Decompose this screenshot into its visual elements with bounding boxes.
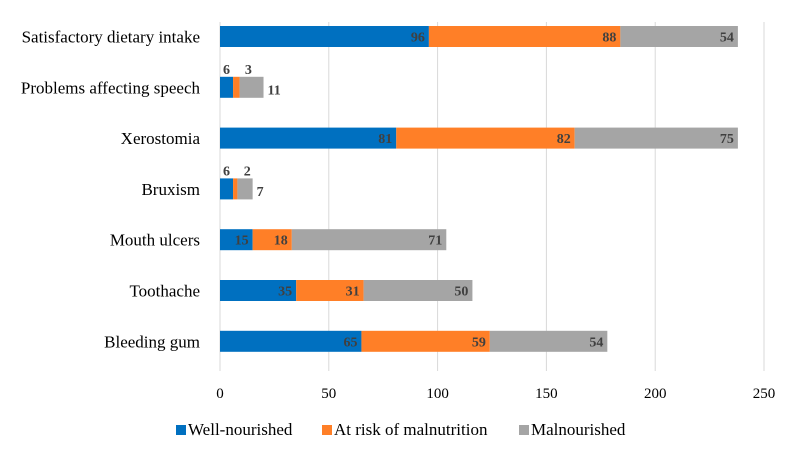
data-label: 50 — [454, 285, 468, 300]
category-label: Satisfactory dietary intake — [22, 28, 200, 47]
bar-segment — [361, 330, 490, 352]
x-tick-label: 100 — [426, 386, 449, 402]
data-label: 11 — [268, 83, 281, 98]
bars — [220, 26, 738, 352]
data-label: 2 — [244, 164, 251, 179]
gridlines — [219, 22, 765, 371]
legend-label: Well-nourished — [188, 420, 293, 439]
x-tick-label: 150 — [535, 386, 558, 402]
data-label: 3 — [245, 63, 252, 78]
category-label: Xerostomia — [121, 129, 201, 148]
data-label: 71 — [428, 234, 442, 249]
bar-segment — [233, 178, 238, 200]
data-label: 59 — [472, 335, 486, 350]
data-label: 81 — [378, 132, 392, 147]
x-tick-label: 0 — [216, 386, 224, 402]
legend-label: Malnourished — [531, 420, 626, 439]
bar-segment — [252, 229, 292, 251]
category-label: Bruxism — [141, 180, 200, 199]
data-label: 18 — [274, 234, 288, 249]
legend-swatch — [322, 425, 332, 435]
legend-swatch — [176, 425, 186, 435]
bar-segment — [296, 280, 364, 301]
data-label: 31 — [346, 285, 360, 300]
category-labels: Satisfactory dietary intake Problems affe… — [21, 28, 201, 352]
data-label: 82 — [557, 132, 571, 147]
x-tick-label: 50 — [321, 386, 336, 402]
data-label: 6 — [223, 63, 230, 78]
x-tick-label: 200 — [644, 386, 667, 402]
bar-segment — [396, 127, 575, 149]
data-label: 35 — [278, 285, 292, 300]
legend: Well-nourished At risk of malnutrition Mal… — [176, 420, 626, 439]
bar-segment — [291, 229, 447, 251]
bar-segment — [220, 178, 234, 200]
category-label: Toothache — [129, 282, 200, 301]
category-label: Mouth ulcers — [110, 231, 200, 250]
data-label: 7 — [257, 185, 264, 200]
data-label: 65 — [343, 335, 357, 350]
bar-segment — [363, 280, 473, 301]
data-label: 54 — [720, 31, 734, 46]
bar-segment — [220, 26, 429, 47]
bar-segment — [574, 127, 738, 149]
bar-segment — [220, 76, 234, 98]
data-label: 6 — [223, 164, 230, 179]
data-label: 75 — [720, 132, 734, 147]
data-label: 15 — [235, 234, 249, 249]
category-label: Problems affecting speech — [21, 78, 201, 97]
bar-segment — [220, 280, 297, 301]
bar-segment — [233, 76, 240, 98]
bar-segment — [620, 26, 738, 47]
bar-segment — [428, 26, 621, 47]
legend-label: At risk of malnutrition — [334, 420, 488, 439]
bar-segment — [239, 76, 264, 98]
data-label: 88 — [602, 31, 616, 46]
legend-swatch — [519, 425, 529, 435]
data-label: 54 — [589, 335, 603, 350]
bar-segment — [237, 178, 253, 200]
x-tick-label: 250 — [753, 386, 776, 402]
x-axis-tick-labels: 0 50 100 150 200 250 — [216, 386, 775, 402]
data-label: 96 — [411, 31, 425, 46]
category-label: Bleeding gum — [104, 332, 200, 351]
bar-segment — [489, 330, 608, 352]
bar-segment — [220, 330, 362, 352]
bar-segment — [220, 127, 397, 149]
bar-segment — [220, 229, 253, 251]
